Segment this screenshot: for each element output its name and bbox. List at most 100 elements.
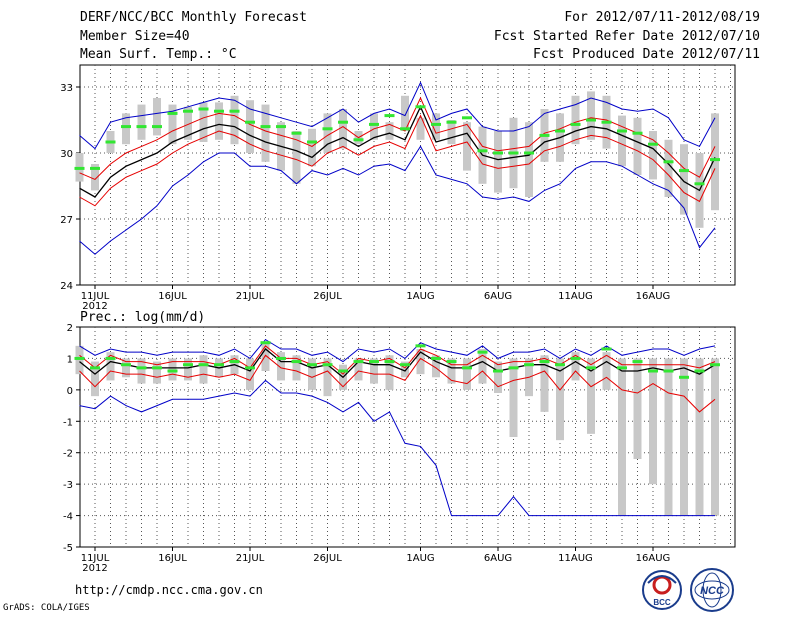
temp-spread-bar <box>199 102 208 142</box>
temp-spread-bar <box>230 95 239 145</box>
temp-marker <box>431 122 441 126</box>
prec-marker <box>446 360 457 364</box>
prec-ytick-label: -5 <box>63 543 73 554</box>
temp-xtick-label: 16JUL <box>158 291 187 302</box>
prec-xtick-label: 21JUL <box>236 553 265 564</box>
prec-ytick-label: -1 <box>63 417 73 428</box>
temp-marker <box>477 149 488 153</box>
prec-ytick-label: -3 <box>63 480 73 491</box>
temp-marker <box>229 109 240 113</box>
prec-ytick-label: 1 <box>67 354 73 365</box>
prec-spread-bar <box>401 361 409 378</box>
prec-frame <box>79 326 736 548</box>
prec-ytick-label: -4 <box>63 512 73 523</box>
temp-marker <box>322 127 333 131</box>
prec-line-lower <box>79 354 716 413</box>
prec-spread-bar <box>168 358 177 381</box>
temp-spread-bar <box>680 144 688 215</box>
temp-spread-bar <box>370 113 378 140</box>
temp-spread-bar <box>463 122 471 171</box>
temp-marker <box>446 120 457 124</box>
member-size: Member Size=40 <box>80 29 190 44</box>
prec-spread-bar <box>91 361 99 397</box>
temp-marker <box>555 129 565 133</box>
prec-spread-bar <box>711 358 719 516</box>
prec-spread-bar <box>246 358 254 390</box>
prec-marker <box>183 363 193 367</box>
temp-spread-bar <box>649 131 657 180</box>
prec-spread-bar <box>277 352 285 381</box>
prec-line-max <box>79 338 716 363</box>
temp-spread-bar <box>447 120 456 145</box>
temp-xtick-label: 16AUG <box>636 291 671 302</box>
started-date: Fcst Started Refer Date 2012/07/10 <box>493 29 760 44</box>
prec-marker <box>400 363 410 367</box>
prec-marker <box>539 360 550 364</box>
temp-marker <box>276 125 286 129</box>
prec-marker <box>663 369 674 373</box>
variable-label: Mean Surf. Temp.: °C <box>80 47 237 62</box>
prec-marker <box>694 369 705 373</box>
prec-year-label: 2012 <box>82 563 107 574</box>
temp-marker <box>198 107 209 111</box>
temp-spread-bar <box>122 113 130 145</box>
prec-marker <box>617 366 627 370</box>
prec-marker <box>679 375 689 379</box>
prec-line-min <box>79 379 715 517</box>
prec-marker <box>493 369 503 373</box>
temp-marker <box>369 122 379 126</box>
temp-marker <box>121 125 131 129</box>
temp-marker <box>338 120 348 124</box>
prec-spread-bar <box>432 355 440 378</box>
prec-spread-bar <box>323 358 332 397</box>
temp-marker <box>617 129 627 133</box>
prec-marker <box>586 366 596 370</box>
prec-spread-bar <box>308 358 316 390</box>
temp-marker <box>679 169 689 173</box>
prec-spread-bar <box>106 352 115 381</box>
prec-spread-bar <box>494 361 502 393</box>
prec-spread-bar <box>633 358 642 459</box>
prec-marker <box>229 360 240 364</box>
temp-marker <box>632 131 643 135</box>
prec-spread-bar <box>292 355 301 381</box>
temp-marker <box>307 140 317 144</box>
temp-spread-bar <box>137 104 146 140</box>
prec-ytick-label: -2 <box>63 449 73 460</box>
temp-spread-bar <box>184 106 192 140</box>
temp-line-mean <box>79 105 716 198</box>
temp-spread-bar <box>494 131 502 193</box>
temp-ytick-label: 33 <box>60 83 73 94</box>
prec-spread-bar <box>602 352 611 390</box>
prec-spread-bar <box>416 349 425 375</box>
prec-spread-bar <box>571 352 580 381</box>
prec-spread-bar <box>664 358 673 516</box>
prec-marker <box>369 360 379 364</box>
temp-marker <box>74 166 85 170</box>
prec-spread-bar <box>649 358 657 485</box>
temp-spread-bar <box>168 104 177 145</box>
prec-spread-bar <box>199 355 208 384</box>
temp-marker <box>105 140 116 144</box>
prec-marker <box>462 366 472 370</box>
temp-year-label: 2012 <box>82 301 107 312</box>
temp-marker <box>415 105 426 109</box>
website-url[interactable]: http://cmdp.ncc.cma.gov.cn <box>75 583 263 597</box>
prec-marker <box>152 366 162 370</box>
prec-marker <box>167 369 178 373</box>
prec-spread-bar <box>695 358 704 516</box>
prec-spread-bar <box>463 358 471 390</box>
temp-spread-bar <box>416 117 425 140</box>
prec-xtick-label: 16AUG <box>636 553 671 564</box>
bcc-logo: BCC <box>642 570 682 610</box>
prec-xtick-label: 11AUG <box>558 553 593 564</box>
prec-marker <box>632 360 643 364</box>
prec-spread-bar <box>137 358 146 384</box>
temp-spread-bar <box>571 95 580 145</box>
temp-marker <box>152 125 162 129</box>
temp-xtick-label: 11JUL <box>81 291 110 302</box>
prec-xtick-label: 11JUL <box>81 553 110 564</box>
forecast-period: For 2012/07/11-2012/08/19 <box>564 10 760 25</box>
temp-line-lower <box>79 114 716 207</box>
precip-panel-title: Prec.: log(mm/d) <box>80 310 206 325</box>
